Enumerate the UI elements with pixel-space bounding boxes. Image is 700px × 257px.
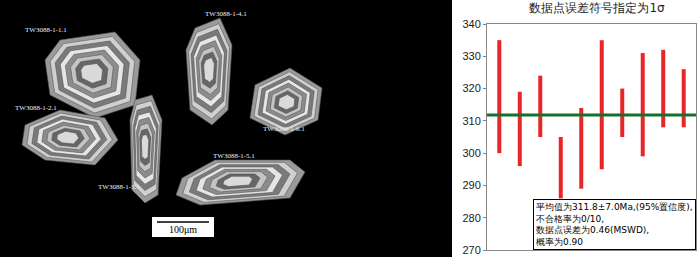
svg-text:310: 310 (462, 115, 480, 127)
svg-text:270: 270 (462, 244, 480, 256)
svg-text:340: 340 (462, 18, 480, 30)
svg-text:330: 330 (462, 50, 480, 62)
svg-text:TW3088-1-3.1: TW3088-1-3.1 (98, 183, 140, 191)
svg-text:300: 300 (462, 147, 480, 159)
svg-text:TW3088-1-1.1: TW3088-1-1.1 (25, 26, 67, 34)
svg-text:数据点误差符号指定为1σ: 数据点误差符号指定为1σ (529, 1, 665, 15)
svg-text:100μm: 100μm (169, 224, 197, 235)
svg-text:320: 320 (462, 82, 480, 94)
svg-text:平均值为311.8±7.0Ma,(95%置信度),不合格率为: 平均值为311.8±7.0Ma,(95%置信度),不合格率为0/10,数据点误差… (536, 202, 693, 247)
svg-text:TW3088-1-5.1: TW3088-1-5.1 (213, 152, 255, 160)
svg-text:290: 290 (462, 179, 480, 191)
svg-text:TW3088-1-6.1: TW3088-1-6.1 (263, 125, 305, 133)
svg-text:TW3088-1-4.1: TW3088-1-4.1 (205, 10, 247, 18)
svg-text:TW3088-1-2.1: TW3088-1-2.1 (15, 104, 57, 112)
svg-text:280: 280 (462, 212, 480, 224)
